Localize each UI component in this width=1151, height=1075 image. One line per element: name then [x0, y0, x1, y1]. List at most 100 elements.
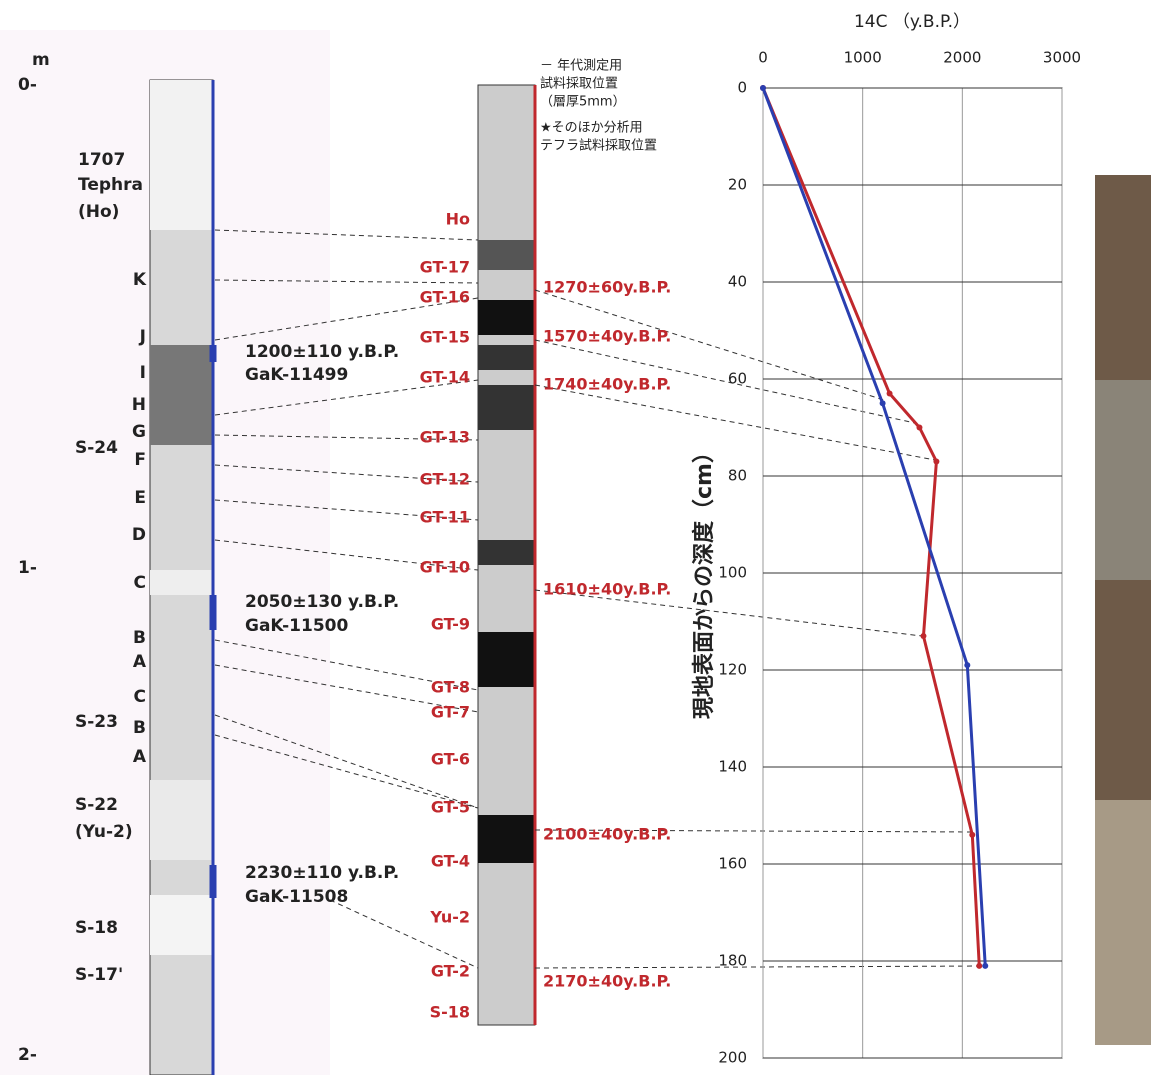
dark-band — [478, 300, 535, 335]
layer-label: GT-9 — [431, 615, 470, 634]
layer-letter: D — [132, 525, 146, 545]
layer-letter: A — [133, 652, 147, 672]
y-tick-label: 180 — [718, 952, 747, 970]
date-label: 1270±60y.B.P. — [543, 278, 671, 297]
point — [920, 633, 926, 639]
y-tick-label: 40 — [728, 273, 747, 291]
layer-letter: C — [134, 573, 146, 593]
layer-label: Yu-2 — [429, 908, 470, 927]
point — [964, 662, 970, 668]
layer-label: GT-5 — [431, 798, 470, 817]
x-tick-label: 1000 — [844, 49, 882, 67]
depth-label: 0- — [18, 75, 37, 95]
point — [880, 400, 886, 406]
layer-letter: C — [134, 687, 146, 707]
y-tick-label: 20 — [728, 176, 747, 194]
point — [982, 963, 988, 969]
light-band — [150, 570, 213, 595]
date-label: 1610±40y.B.P. — [543, 580, 671, 599]
date-label: 1570±40y.B.P. — [543, 327, 671, 346]
x-tick-label: 2000 — [943, 49, 981, 67]
unit-label: S-24 — [75, 438, 118, 458]
layer-label: GT-15 — [420, 328, 470, 347]
date-label: GaK-11499 — [245, 365, 348, 385]
date-label: 2100±40y.B.P. — [543, 825, 671, 844]
layer-label: GT-12 — [420, 470, 470, 489]
line — [763, 88, 979, 966]
layer-letter: H — [132, 395, 146, 415]
point — [976, 963, 982, 969]
point — [969, 832, 975, 838]
legend-text: （層厚5mm） — [540, 95, 626, 110]
legend-text: － 年代測定用 — [540, 59, 622, 74]
layer-letter: E — [134, 488, 146, 508]
x-tick-label: 3000 — [1043, 49, 1081, 67]
dark-band — [478, 815, 535, 863]
point — [760, 85, 766, 91]
layer-label: GT-4 — [431, 852, 470, 871]
point — [887, 391, 893, 397]
legend-text: テフラ試料採取位置 — [540, 138, 657, 154]
y-tick-label: 140 — [718, 758, 747, 776]
core-photo-band — [1095, 800, 1151, 1045]
light-band — [150, 780, 213, 860]
y-tick-label: 0 — [737, 79, 747, 97]
y-tick-label: 100 — [718, 564, 747, 582]
layer-letter: K — [133, 270, 147, 290]
layer-letter: B — [133, 628, 146, 648]
point — [916, 425, 922, 431]
layer-letter: F — [134, 450, 146, 470]
point — [933, 458, 939, 464]
unit-label: S-17' — [75, 965, 123, 985]
layer-letter: J — [139, 327, 146, 347]
y-tick-label: 120 — [718, 661, 747, 679]
depth-label: 1- — [18, 558, 37, 578]
depth-label: 2- — [18, 1045, 37, 1065]
chart-title: 14C （y.B.P.） — [854, 12, 970, 32]
tephra-label: (Ho) — [78, 202, 119, 222]
date-label: GaK-11500 — [245, 616, 348, 636]
y-tick-label: 160 — [718, 855, 747, 873]
unit-label: S-23 — [75, 712, 118, 732]
unit-label: S-22 — [75, 795, 118, 815]
light-band — [150, 895, 213, 955]
date-label: 2230±110 y.B.P. — [245, 863, 399, 883]
layer-letter: B — [133, 718, 146, 738]
dark-band — [478, 345, 535, 370]
date-label: 2170±40y.B.P. — [543, 972, 671, 991]
dark-band — [478, 540, 535, 565]
date-label: 1200±110 y.B.P. — [245, 342, 399, 362]
layer-label: Ho — [446, 210, 470, 229]
tephra-label: Tephra — [78, 175, 143, 195]
tephra-label: 1707 — [78, 150, 125, 170]
y-tick-label: 80 — [728, 467, 747, 485]
layer-letter: I — [140, 363, 146, 383]
layer-label: GT-17 — [420, 258, 470, 277]
layer-label: GT-13 — [420, 428, 470, 447]
dark-band — [478, 385, 535, 430]
dark-band — [478, 240, 535, 270]
y-tick-label: 60 — [728, 370, 747, 388]
layer-label: GT-6 — [431, 750, 470, 769]
x-tick-label: 0 — [758, 49, 768, 67]
layer-label: GT-16 — [420, 288, 470, 307]
unit-label: S-18 — [75, 918, 118, 938]
y-axis-label: 現地表面からの深度（cm） — [691, 441, 717, 719]
layer-label: GT-14 — [420, 368, 470, 387]
layer-letter: A — [133, 747, 147, 767]
legend-text: ★そのほか分析用 — [540, 121, 643, 136]
legend-text: 試料採取位置 — [540, 76, 618, 92]
layer-label: GT-8 — [431, 678, 470, 697]
layer-letter: G — [132, 422, 146, 442]
figure: m0-1-2-1707Tephra(Ho)KJIHGFEDCBACBAS-24S… — [0, 0, 1151, 1075]
core-photo-band — [1095, 380, 1151, 580]
layer-label: GT-10 — [420, 558, 470, 577]
layer-label: GT-7 — [431, 703, 470, 722]
layer-label: S-18 — [430, 1003, 470, 1022]
layer-label: GT-11 — [420, 508, 470, 527]
y-tick-label: 200 — [718, 1049, 747, 1067]
date-label: GaK-11508 — [245, 887, 348, 907]
depth-label: m — [32, 50, 50, 70]
dark-band — [150, 345, 213, 445]
date-label: 2050±130 y.B.P. — [245, 592, 399, 612]
